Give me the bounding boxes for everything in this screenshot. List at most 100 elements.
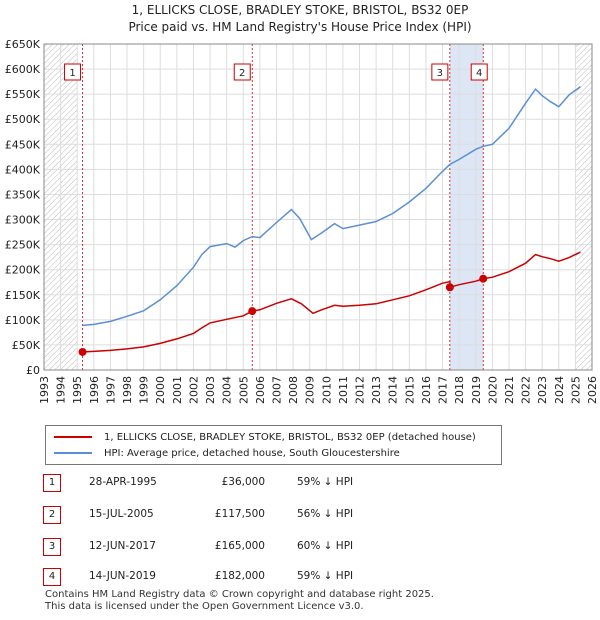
sale-number-badge: 3 xyxy=(43,538,61,556)
legend-item-property: 1, ELLICKS CLOSE, BRADLEY STOKE, BRISTOL… xyxy=(54,429,476,445)
x-tick-label: 2017 xyxy=(437,376,450,404)
sale-point xyxy=(78,347,87,356)
sale-label-box xyxy=(233,63,251,81)
x-tick-label: 2013 xyxy=(370,376,383,404)
y-tick-label: £150K xyxy=(5,289,41,302)
x-tick-label: 2018 xyxy=(453,376,466,404)
sale-row: 2 15-JUL-2005 £117,500 56% ↓ HPI xyxy=(43,506,463,524)
legend-swatch-property xyxy=(54,436,92,438)
y-tick-label: £650K xyxy=(5,38,41,51)
sale-hpi-diff: 60% ↓ HPI xyxy=(297,540,354,552)
y-tick-label: £500K xyxy=(5,113,41,126)
legend: 1, ELLICKS CLOSE, BRADLEY STOKE, BRISTOL… xyxy=(45,425,502,465)
sale-date: 28-APR-1995 xyxy=(89,476,157,488)
sale-label-box xyxy=(431,63,449,81)
y-tick-label: £250K xyxy=(5,239,41,252)
y-tick-label: £400K xyxy=(5,163,41,176)
x-tick-label: 2009 xyxy=(304,376,317,404)
sale-date: 14-JUN-2019 xyxy=(89,570,156,582)
sale-price: £36,000 xyxy=(221,476,265,488)
sale-hpi-diff: 56% ↓ HPI xyxy=(297,508,354,520)
x-tick-label: 2025 xyxy=(569,376,582,404)
sale-number-badge: 4 xyxy=(43,568,61,586)
y-tick-label: £350K xyxy=(5,188,41,201)
x-tick-label: 2004 xyxy=(221,376,234,404)
x-tick-label: 2019 xyxy=(470,376,483,404)
sale-point xyxy=(479,274,488,283)
sale-price: £117,500 xyxy=(214,508,265,520)
x-tick-label: 2015 xyxy=(403,376,416,404)
x-tick-label: 2005 xyxy=(237,376,250,404)
footer-line1: Contains HM Land Registry data © Crown c… xyxy=(45,589,434,600)
y-tick-label: £0 xyxy=(26,364,40,377)
hatched-region xyxy=(575,44,592,370)
sale-hpi-diff: 59% ↓ HPI xyxy=(297,476,354,488)
chart-title: 1, ELLICKS CLOSE, BRADLEY STOKE, BRISTOL… xyxy=(0,2,600,36)
x-tick-label: 2006 xyxy=(254,376,267,404)
sale-label-text: 3 xyxy=(437,68,443,79)
x-tick-label: 2014 xyxy=(387,376,400,404)
y-tick-label: £600K xyxy=(5,63,41,76)
legend-swatch-hpi xyxy=(54,452,92,454)
legend-item-hpi: HPI: Average price, detached house, Sout… xyxy=(54,445,400,461)
sale-label-box xyxy=(470,63,488,81)
x-tick-label: 2023 xyxy=(536,376,549,404)
sale-row: 1 28-APR-1995 £36,000 59% ↓ HPI xyxy=(43,474,463,492)
sale-label-text: 2 xyxy=(239,68,245,79)
x-tick-label: 2001 xyxy=(171,376,184,404)
x-tick-label: 2011 xyxy=(337,376,350,404)
x-tick-label: 1998 xyxy=(121,376,134,404)
y-tick-label: £100K xyxy=(5,314,41,327)
sale-point xyxy=(248,307,257,316)
x-tick-label: 2016 xyxy=(420,376,433,404)
x-tick-label: 1994 xyxy=(55,376,68,404)
sale-date: 15-JUL-2005 xyxy=(89,508,154,520)
x-tick-label: 2003 xyxy=(204,376,217,404)
sale-price: £165,000 xyxy=(214,540,265,552)
sale-label-text: 4 xyxy=(476,68,482,79)
x-tick-label: 2010 xyxy=(320,376,333,404)
y-tick-label: £300K xyxy=(5,214,41,227)
y-tick-label: £200K xyxy=(5,264,41,277)
sale-point xyxy=(445,283,454,292)
price-chart: 1 2 3 4 £0 £50K £100K £150K £200K £250K £300K £350… xyxy=(5,38,599,404)
footer: Contains HM Land Registry data © Crown c… xyxy=(45,589,434,613)
x-tick-label: 1997 xyxy=(104,376,117,404)
sale-hpi-diff: 59% ↓ HPI xyxy=(297,570,354,582)
plot-area xyxy=(44,44,592,370)
x-tick-label: 2002 xyxy=(187,376,200,404)
shaded-region xyxy=(449,44,484,370)
x-tick-label: 2000 xyxy=(154,376,167,404)
x-tick-label: 2024 xyxy=(553,376,566,404)
x-tick-label: 1999 xyxy=(138,376,151,404)
plot-frame xyxy=(43,43,593,371)
chart-title-line1: 1, ELLICKS CLOSE, BRADLEY STOKE, BRISTOL… xyxy=(131,3,469,17)
chart-title-line2: Price paid vs. HM Land Registry's House … xyxy=(128,20,472,34)
property-price-line xyxy=(82,251,581,353)
hpi-line xyxy=(82,85,581,327)
sale-number-badge: 2 xyxy=(43,506,61,524)
x-tick-label: 2020 xyxy=(486,376,499,404)
sale-row: 4 14-JUN-2019 £182,000 59% ↓ HPI xyxy=(43,568,463,586)
x-tick-label: 2007 xyxy=(270,376,283,404)
x-tick-label: 2012 xyxy=(354,376,367,404)
x-tick-label: 2021 xyxy=(503,376,516,404)
sale-price: £182,000 xyxy=(214,570,265,582)
legend-label-property: 1, ELLICKS CLOSE, BRADLEY STOKE, BRISTOL… xyxy=(104,431,476,443)
sale-row: 3 12-JUN-2017 £165,000 60% ↓ HPI xyxy=(43,538,463,556)
x-tick-label: 2026 xyxy=(586,376,599,404)
x-tick-label: 2008 xyxy=(287,376,300,404)
sale-label-box xyxy=(64,63,82,81)
sale-date: 12-JUN-2017 xyxy=(89,540,156,552)
y-tick-label: £50K xyxy=(12,339,41,352)
legend-label-hpi: HPI: Average price, detached house, Sout… xyxy=(104,447,400,459)
x-tick-label: 2022 xyxy=(520,376,533,404)
x-tick-label: 1993 xyxy=(38,376,51,404)
x-tick-label: 1995 xyxy=(71,376,84,404)
footer-line2: This data is licensed under the Open Gov… xyxy=(45,601,364,612)
y-tick-label: £450K xyxy=(5,138,41,151)
sale-label-text: 1 xyxy=(69,68,75,79)
x-tick-label: 1996 xyxy=(88,376,101,404)
sale-number-badge: 1 xyxy=(43,474,61,492)
y-tick-label: £550K xyxy=(5,88,41,101)
